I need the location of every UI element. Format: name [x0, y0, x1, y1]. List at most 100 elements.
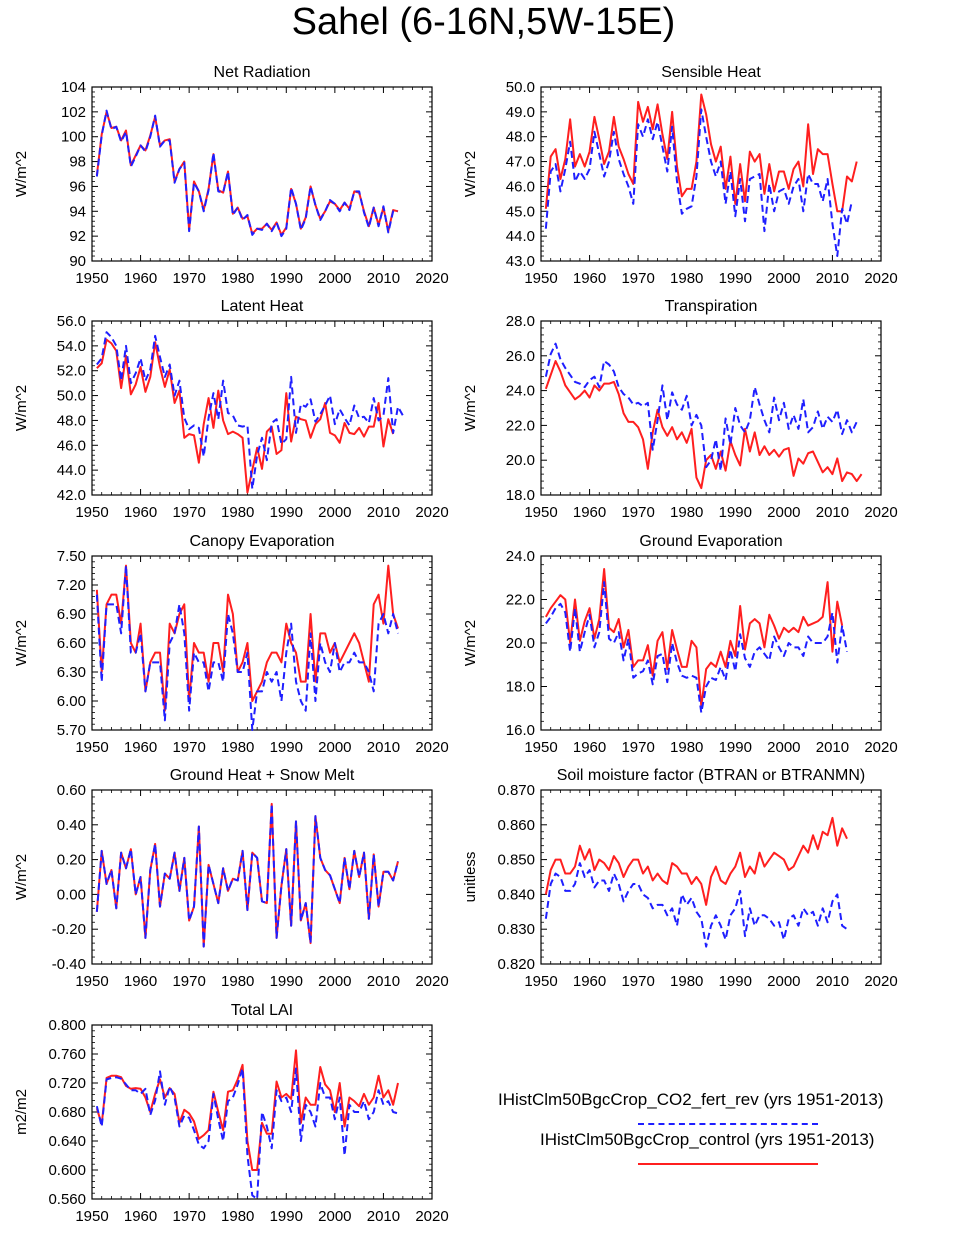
transpiration-ytick-label: 26.0 — [506, 348, 535, 365]
total-lai-xtick-label: 1980 — [221, 1208, 254, 1225]
legend-line-solid-red — [638, 1163, 818, 1165]
transpiration-plot-frame — [540, 320, 882, 496]
legend-label-co2-fert: IHistClm50BgcCrop_CO2_fert_rev (yrs 1951… — [498, 1090, 884, 1109]
latent-heat-ytick-label: 54.0 — [57, 338, 86, 355]
total-lai-xtick-label: 2000 — [318, 1208, 351, 1225]
soil-moisture-factor-btran-or-btranmn-ylabel: unitless — [462, 852, 479, 903]
canopy-evaporation-plot-frame — [91, 555, 433, 731]
transpiration-ytick-label: 28.0 — [506, 313, 535, 330]
ground-heat-snow-melt-title: Ground Heat + Snow Melt — [170, 767, 355, 784]
ground-evaporation-plot-frame — [540, 555, 882, 731]
ground-evaporation-ytick-label: 24.0 — [506, 548, 535, 565]
net-radiation-ytick-label: 96 — [69, 178, 86, 195]
page-title: Sahel (6-16N,5W-15E) — [291, 1, 676, 43]
total-lai-ylabel: m2/m2 — [13, 1089, 30, 1135]
ground-evaporation-xtick-label: 1970 — [621, 739, 654, 756]
sensible-heat-xtick-label: 2010 — [816, 270, 849, 287]
soil-moisture-factor-btran-or-btranmn-xtick-label: 1990 — [719, 973, 752, 990]
sensible-heat-xtick-label: 2020 — [864, 270, 897, 287]
soil-moisture-factor-btran-or-btranmn-xtick-label: 1950 — [524, 973, 557, 990]
sensible-heat-xtick-label: 1990 — [719, 270, 752, 287]
transpiration-series-co2-fert — [544, 342, 858, 472]
canopy-evaporation-xtick-label: 1950 — [75, 739, 108, 756]
net-radiation-xtick-label: 1950 — [75, 270, 108, 287]
latent-heat-ylabel: W/m^2 — [13, 385, 30, 431]
ground-heat-snow-melt-ytick-label: 0.00 — [57, 886, 86, 903]
canopy-evaporation-ylabel: W/m^2 — [13, 620, 30, 666]
transpiration-xtick-label: 1970 — [621, 504, 654, 521]
sensible-heat-ytick-label: 45.0 — [506, 203, 535, 220]
canopy-evaporation-ytick-label: 6.00 — [57, 693, 86, 710]
canopy-evaporation-ytick-label: 7.20 — [57, 577, 86, 594]
latent-heat-series-co2-fert — [96, 331, 404, 490]
latent-heat-xtick-label: 2020 — [415, 504, 448, 521]
net-radiation-xtick-label: 2020 — [415, 270, 448, 287]
net-radiation-ylabel: W/m^2 — [13, 151, 30, 197]
transpiration-xtick-label: 2000 — [767, 504, 800, 521]
ground-evaporation-xtick-label: 1980 — [670, 739, 703, 756]
total-lai-ytick-label: 0.760 — [48, 1046, 86, 1063]
net-radiation-ytick-label: 94 — [69, 203, 86, 220]
sensible-heat-ytick-label: 46.0 — [506, 178, 535, 195]
total-lai-ytick-label: 0.640 — [48, 1133, 86, 1150]
net-radiation-xtick-label: 1980 — [221, 270, 254, 287]
canopy-evaporation-xtick-label: 1970 — [172, 739, 205, 756]
ground-evaporation-xtick-label: 2000 — [767, 739, 800, 756]
ground-heat-snow-melt-xtick-label: 1950 — [75, 973, 108, 990]
legend-line-dashed-blue — [638, 1123, 818, 1125]
sensible-heat-series-control — [544, 93, 858, 213]
ground-evaporation-xtick-label: 1960 — [573, 739, 606, 756]
transpiration-xtick-label: 1980 — [670, 504, 703, 521]
ground-heat-snow-melt-xtick-label: 1960 — [124, 973, 157, 990]
sensible-heat-title: Sensible Heat — [661, 64, 761, 81]
net-radiation-ytick-label: 102 — [61, 104, 86, 121]
net-radiation-ytick-label: 92 — [69, 228, 86, 245]
ground-heat-snow-melt-ytick-label: 0.40 — [57, 817, 86, 834]
latent-heat-series-control — [96, 338, 395, 494]
total-lai-ytick-label: 0.800 — [48, 1017, 86, 1034]
canopy-evaporation-xtick-label: 2020 — [415, 739, 448, 756]
soil-moisture-factor-btran-or-btranmn-title: Soil moisture factor (BTRAN or BTRANMN) — [557, 767, 866, 784]
transpiration-xtick-label: 2020 — [864, 504, 897, 521]
canopy-evaporation-series-co2-fert — [95, 564, 399, 731]
latent-heat-ytick-label: 42.0 — [57, 487, 86, 504]
canopy-evaporation-title: Canopy Evaporation — [190, 533, 335, 550]
total-lai-xtick-label: 1960 — [124, 1208, 157, 1225]
transpiration-ytick-label: 24.0 — [506, 383, 535, 400]
legend-label-control: IHistClm50BgcCrop_control (yrs 1951-2013… — [540, 1130, 875, 1149]
transpiration-xtick-label: 1990 — [719, 504, 752, 521]
ground-evaporation-ytick-label: 20.0 — [506, 635, 535, 652]
soil-moisture-factor-btran-or-btranmn-xtick-label: 1960 — [573, 973, 606, 990]
sensible-heat-ytick-label: 44.0 — [506, 228, 535, 245]
soil-moisture-factor-btran-or-btranmn-ytick-label: 0.860 — [497, 817, 535, 834]
ground-heat-snow-melt-xtick-label: 1980 — [221, 973, 254, 990]
latent-heat-xtick-label: 2010 — [367, 504, 400, 521]
net-radiation-xtick-label: 1960 — [124, 270, 157, 287]
ground-evaporation-xtick-label: 1990 — [719, 739, 752, 756]
ground-evaporation-ytick-label: 18.0 — [506, 679, 535, 696]
net-radiation-title: Net Radiation — [214, 64, 311, 81]
soil-moisture-factor-btran-or-btranmn-ytick-label: 0.830 — [497, 921, 535, 938]
canopy-evaporation-xtick-label: 1980 — [221, 739, 254, 756]
sensible-heat-ytick-label: 47.0 — [506, 154, 535, 171]
transpiration-xtick-label: 1950 — [524, 504, 557, 521]
ground-evaporation-title: Ground Evaporation — [639, 533, 782, 550]
canopy-evaporation-ytick-label: 6.30 — [57, 664, 86, 681]
sensible-heat-ylabel: W/m^2 — [462, 151, 479, 197]
transpiration-ytick-label: 20.0 — [506, 452, 535, 469]
total-lai-title: Total LAI — [231, 1002, 293, 1019]
latent-heat-xtick-label: 2000 — [318, 504, 351, 521]
soil-moisture-factor-btran-or-btranmn-ytick-label: 0.820 — [497, 956, 535, 973]
sensible-heat-xtick-label: 2000 — [767, 270, 800, 287]
ground-heat-snow-melt-xtick-label: 2010 — [367, 973, 400, 990]
soil-moisture-factor-btran-or-btranmn-series-control — [544, 816, 848, 906]
soil-moisture-factor-btran-or-btranmn-xtick-label: 1980 — [670, 973, 703, 990]
net-radiation-plot-frame — [91, 86, 433, 262]
net-radiation-series-co2-fert — [95, 109, 398, 238]
ground-evaporation-ytick-label: 22.0 — [506, 592, 535, 609]
ground-heat-snow-melt-xtick-label: 2000 — [318, 973, 351, 990]
latent-heat-xtick-label: 1990 — [270, 504, 303, 521]
sensible-heat-xtick-label: 1980 — [670, 270, 703, 287]
canopy-evaporation-ytick-label: 7.50 — [57, 548, 86, 565]
